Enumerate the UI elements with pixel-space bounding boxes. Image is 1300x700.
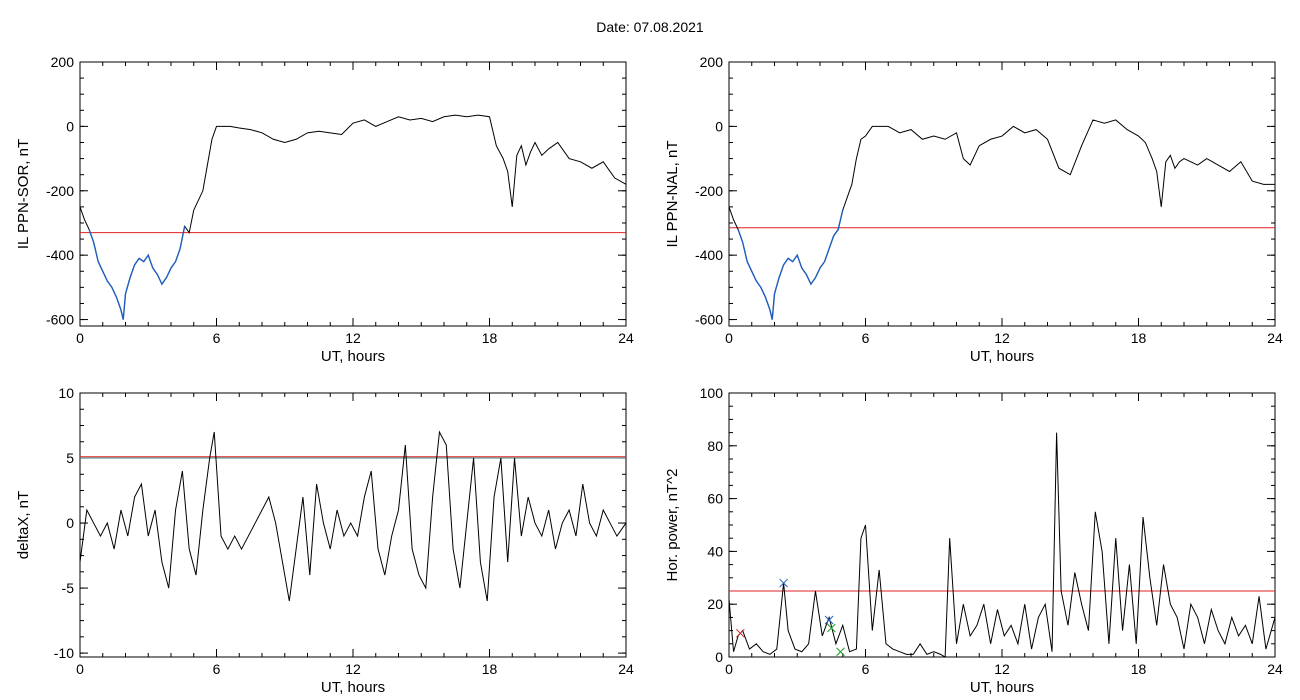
x-tick-label: 6 bbox=[862, 330, 870, 346]
x-tick-label: 12 bbox=[994, 661, 1010, 677]
x-tick-label: 18 bbox=[1131, 330, 1147, 346]
x-tick-label: 18 bbox=[1131, 661, 1147, 677]
plot-frame bbox=[728, 61, 1276, 327]
chart-delta-x: 0 6 12 18 24 -10 -5 0 5 10 UT, hours deltaX, nT bbox=[15, 385, 634, 696]
chart-il-sor: 0 6 12 18 24 -600 -400 -200 0 200 UT, hours IL PPN-… bbox=[15, 54, 634, 365]
y-tick-label: -600 bbox=[46, 312, 74, 328]
x-tick-label: 0 bbox=[76, 330, 84, 346]
y-tick-label: -200 bbox=[695, 183, 723, 199]
y-tick-label: 60 bbox=[707, 491, 723, 507]
y-tick-label: 0 bbox=[66, 118, 74, 134]
x-marker bbox=[779, 578, 788, 588]
y-tick-label: -400 bbox=[695, 247, 723, 263]
y-tick-label: 0 bbox=[715, 118, 723, 134]
plot-frame bbox=[79, 61, 627, 327]
x-tick-label: 6 bbox=[213, 661, 221, 677]
x-tick-label: 18 bbox=[482, 330, 498, 346]
x-tick-label: 0 bbox=[76, 661, 84, 677]
x-tick-label: 12 bbox=[345, 330, 361, 346]
x-marker-stroke bbox=[736, 628, 745, 638]
chart-il-nal: 0 6 12 18 24 -600 -400 -200 0 200 UT, hours IL PPN-… bbox=[664, 54, 1283, 365]
y-tick-label: 0 bbox=[66, 515, 74, 531]
series-line bbox=[728, 119, 1275, 320]
y-tick-label: -400 bbox=[46, 247, 74, 263]
x-tick-label: 24 bbox=[618, 661, 634, 677]
x-marker-stroke bbox=[779, 578, 788, 588]
page-title: Date: 07.08.2021 bbox=[596, 19, 704, 35]
y-tick-label: 5 bbox=[66, 450, 74, 466]
y-axis-title: deltaX, nT bbox=[15, 491, 32, 559]
chart-hor-power: 0 6 12 18 24 0 20 40 60 80 100 UT, hours Hor. power,… bbox=[664, 385, 1283, 696]
x-tick-label: 6 bbox=[862, 661, 870, 677]
plot-frame bbox=[728, 392, 1276, 658]
y-tick-label: -10 bbox=[54, 645, 74, 661]
y-axis-title: IL PPN-SOR, nT bbox=[15, 139, 32, 249]
x-tick-label: 6 bbox=[213, 330, 221, 346]
x-tick-label: 18 bbox=[482, 661, 498, 677]
y-tick-label: 0 bbox=[715, 649, 723, 665]
y-axis-title: Hor. power, nT^2 bbox=[664, 469, 681, 582]
x-tick-label: 12 bbox=[994, 330, 1010, 346]
x-tick-label: 24 bbox=[618, 330, 634, 346]
y-tick-label: 100 bbox=[700, 385, 724, 401]
y-tick-label: 20 bbox=[707, 596, 723, 612]
y-tick-label: 200 bbox=[700, 54, 724, 70]
series-line bbox=[79, 430, 627, 602]
x-axis-title: UT, hours bbox=[321, 348, 385, 365]
x-marker bbox=[736, 628, 745, 638]
x-axis-title: UT, hours bbox=[321, 679, 385, 696]
y-tick-label: -200 bbox=[46, 183, 74, 199]
x-tick-label: 12 bbox=[345, 661, 361, 677]
highlight-series-line bbox=[737, 209, 844, 320]
series-line bbox=[79, 114, 627, 320]
y-tick-label: -5 bbox=[62, 580, 75, 596]
x-marker-stroke bbox=[824, 615, 834, 625]
y-axis-title: IL PPN-NAL, nT bbox=[664, 141, 681, 248]
x-tick-label: 0 bbox=[725, 330, 733, 346]
highlight-series-line bbox=[88, 226, 186, 320]
x-axis-title: UT, hours bbox=[970, 348, 1034, 365]
x-axis-title: UT, hours bbox=[970, 679, 1034, 696]
y-tick-label: 80 bbox=[707, 438, 723, 454]
x-tick-label: 24 bbox=[1267, 661, 1283, 677]
x-marker bbox=[827, 623, 836, 633]
plot-frame bbox=[79, 392, 627, 658]
y-tick-label: 40 bbox=[707, 543, 723, 559]
x-tick-label: 0 bbox=[725, 661, 733, 677]
x-marker bbox=[824, 615, 834, 625]
x-tick-label: 24 bbox=[1267, 330, 1283, 346]
y-tick-label: 200 bbox=[51, 54, 75, 70]
y-tick-label: 10 bbox=[58, 385, 74, 401]
x-marker-stroke bbox=[836, 647, 845, 657]
series-line bbox=[728, 432, 1276, 658]
x-marker bbox=[836, 647, 845, 657]
x-marker-stroke bbox=[827, 623, 836, 633]
y-tick-label: -600 bbox=[695, 312, 723, 328]
